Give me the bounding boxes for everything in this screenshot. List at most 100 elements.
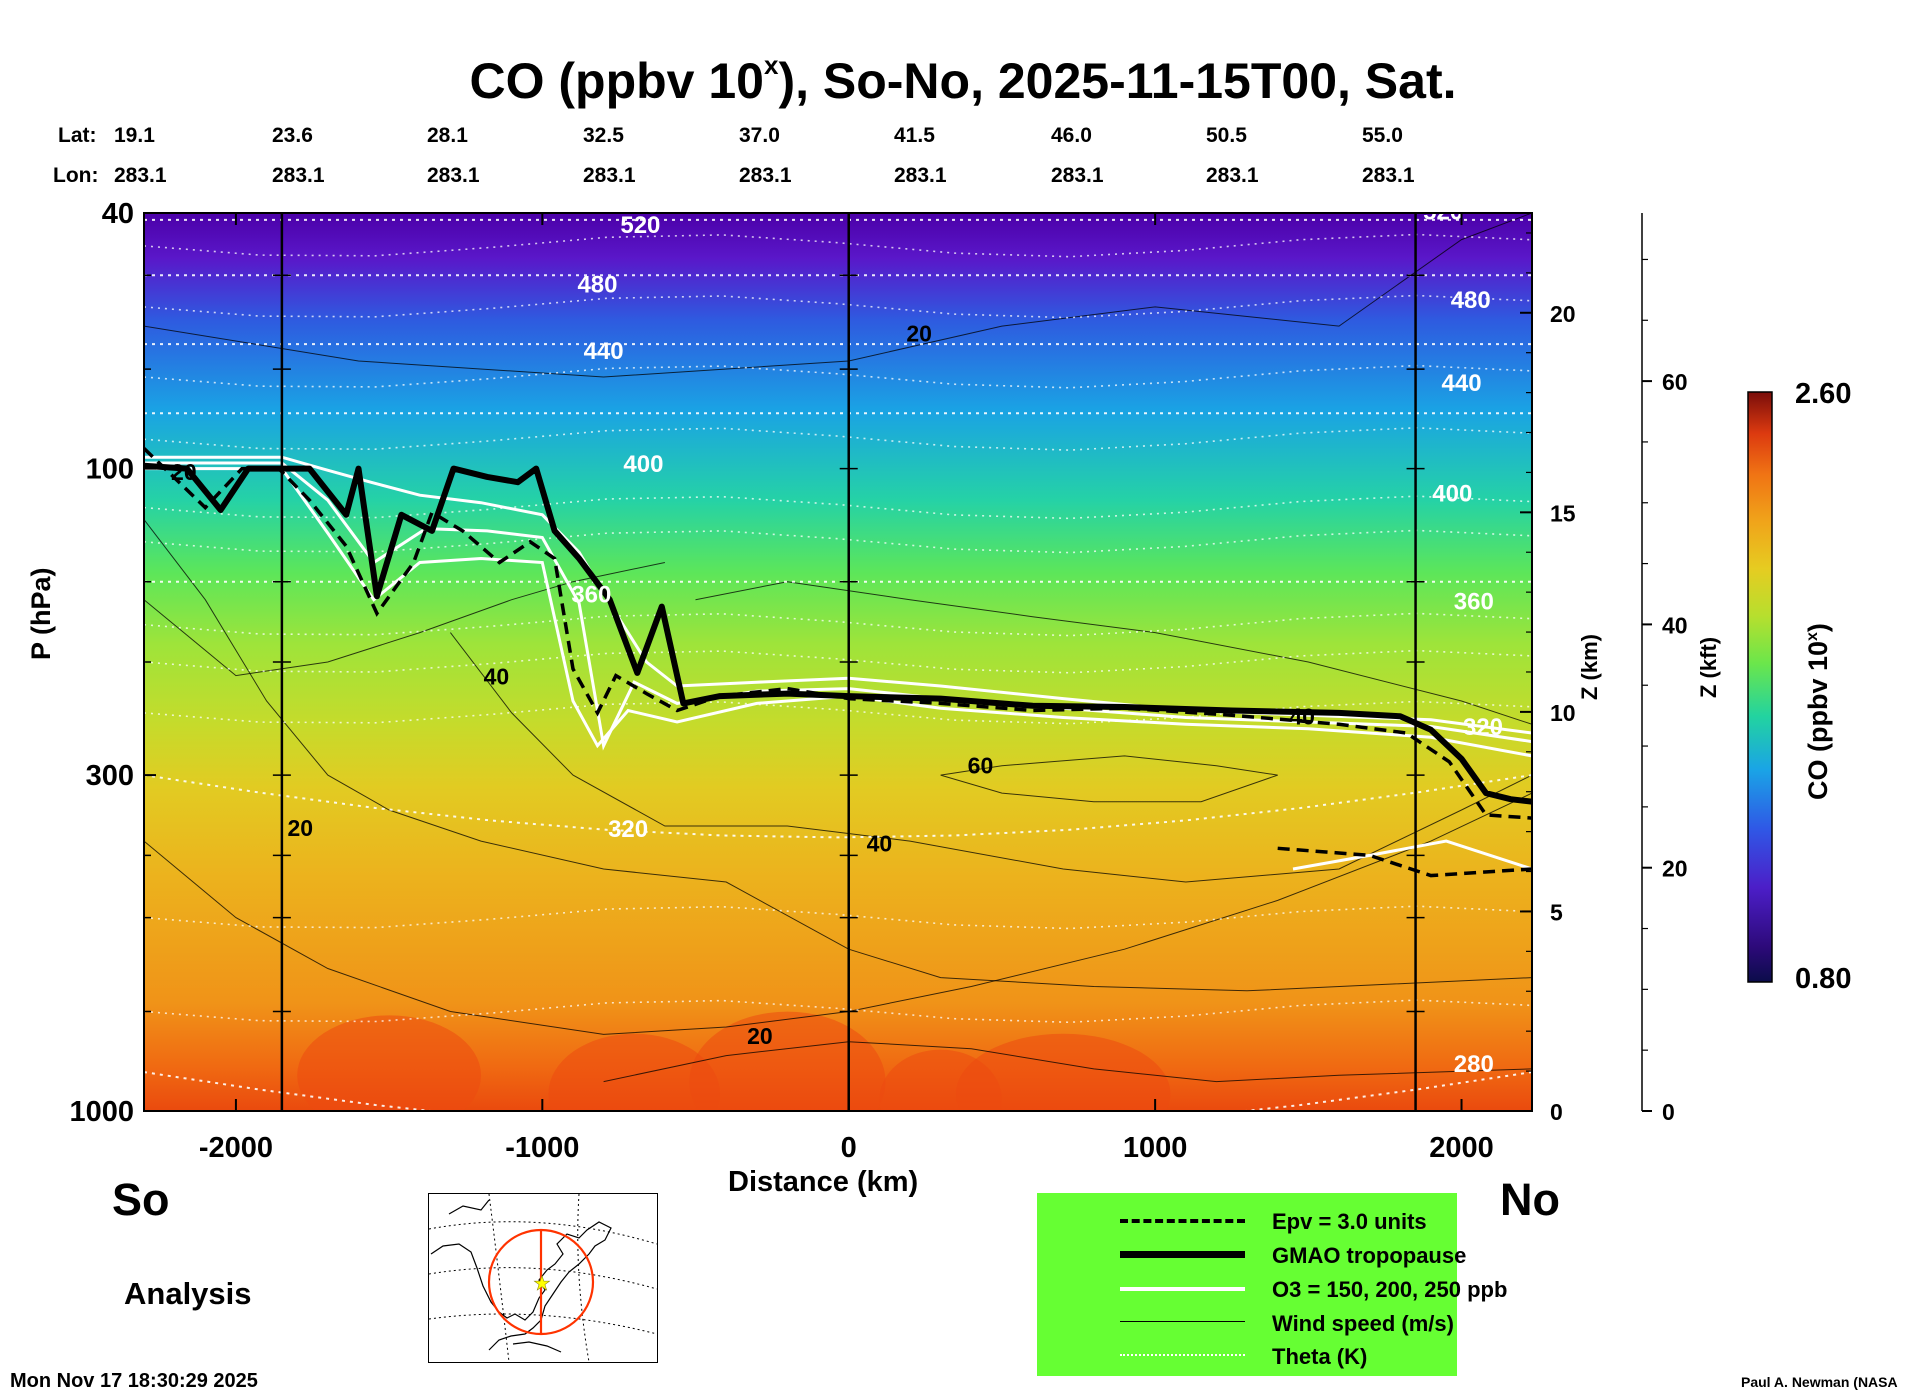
- co-patch: [297, 1015, 482, 1111]
- colorbar-max-label: 2.60: [1795, 378, 1852, 410]
- legend-item: Theta (K): [1082, 1344, 1452, 1369]
- theta-label: 480: [577, 272, 617, 299]
- lat-value: 32.5: [583, 124, 624, 147]
- coastline: [430, 1199, 612, 1353]
- center-star-icon: ★: [533, 1271, 551, 1295]
- legend-item: O3 = 150, 200, 250 ppb: [1082, 1277, 1507, 1302]
- chart-title: CO (ppbv 10x), So-No, 2025-11-15T00, Sat…: [469, 50, 1457, 109]
- wind-label: 20: [906, 320, 932, 346]
- wind-contour: [144, 792, 1532, 1035]
- zkm-tick-label: 5: [1550, 899, 1563, 925]
- lon-value: 283.1: [1051, 164, 1104, 187]
- theta-line: [144, 233, 1532, 258]
- zkm-tick-label: 20: [1550, 301, 1576, 327]
- x-tick-label: 1000: [1123, 1132, 1188, 1164]
- co-boundary-layer-patches: [297, 1011, 1171, 1111]
- wind-speed-contours: [144, 213, 1532, 1083]
- theta-contours: [144, 218, 1532, 1111]
- theta-label: 360: [1454, 589, 1494, 616]
- wind-label: 40: [1289, 704, 1315, 730]
- x-tick-label: -1000: [505, 1132, 579, 1164]
- legend-label: O3 = 150, 200, 250 ppb: [1272, 1277, 1508, 1302]
- x-tick-label: 0: [841, 1132, 857, 1164]
- tropopause-thick-line: [144, 462, 1532, 805]
- co-patch: [548, 1033, 721, 1111]
- theta-line: [144, 1071, 1532, 1111]
- y-tick-label: 40: [102, 198, 134, 230]
- lat-label: Lat:: [58, 124, 97, 147]
- lon-value: 283.1: [1362, 164, 1415, 187]
- north-label: No: [1500, 1174, 1560, 1225]
- timestamp: Mon Nov 17 18:30:29 2025: [10, 1370, 258, 1392]
- legend-sample-dashed: [1120, 1219, 1245, 1223]
- legend-item: Wind speed (m/s): [1082, 1311, 1454, 1336]
- axes: -2000 -1000 0 1000 2000100030010040051015200…: [69, 198, 1687, 1164]
- wind-contour: [940, 755, 1278, 803]
- wind-contour: [144, 213, 1532, 378]
- lon-value: 283.1: [894, 164, 947, 187]
- y-axis-title: P (hPa): [26, 567, 56, 660]
- lon-value: 283.1: [114, 164, 167, 187]
- plot-area: 520 480 440 400 360 320 520 480 440 400 360 320 280 2…: [144, 213, 1532, 1111]
- x-axis-title: Distance (km): [728, 1166, 919, 1198]
- lon-value: 283.1: [427, 164, 480, 187]
- y-tick-label: 1000: [69, 1096, 134, 1128]
- epv-contour: [144, 447, 1532, 878]
- wind-label: 20: [287, 815, 313, 841]
- colorbar: [1747, 391, 1773, 983]
- contour-labels: 520 480 440 400 360 320 520 480 440 400 360 320 280 2…: [171, 213, 1503, 1078]
- x-tick-label: 2000: [1429, 1132, 1494, 1164]
- lat-value: 23.6: [272, 124, 313, 147]
- credit: Paul A. Newman (NASA: [1741, 1374, 1898, 1390]
- theta-line: [144, 426, 1532, 451]
- theta-label: 400: [1432, 481, 1472, 508]
- epv-dashed-line: [144, 447, 1532, 820]
- tropopause-line: [144, 462, 1532, 805]
- theta-line: [144, 529, 1532, 554]
- location-map: ★: [428, 1193, 658, 1363]
- theta-label: 440: [1442, 370, 1482, 397]
- co-field: [144, 213, 1532, 1111]
- lat-value: 28.1: [427, 124, 468, 147]
- legend-label: Wind speed (m/s): [1272, 1311, 1454, 1336]
- wind-contour: [144, 562, 666, 677]
- legend-sample-white: [1120, 1287, 1245, 1291]
- legend-label: Epv = 3.0 units: [1272, 1209, 1427, 1234]
- zkm-tick-label: 10: [1550, 700, 1576, 726]
- colorbar-min-label: 0.80: [1795, 963, 1852, 995]
- legend-sample-thick: [1120, 1251, 1245, 1258]
- wind-label: 20: [747, 1023, 773, 1049]
- zkft-tick-label: 20: [1662, 856, 1688, 882]
- analysis-label: Analysis: [124, 1276, 252, 1311]
- wind-contour: [603, 1041, 1532, 1083]
- theta-label: 360: [571, 582, 611, 609]
- zkft-tick-label: 40: [1662, 612, 1688, 638]
- wind-contour: [144, 519, 1532, 992]
- lat-value: 50.5: [1206, 124, 1247, 147]
- legend-sample-thin: [1120, 1321, 1245, 1322]
- lon-label: Lon:: [53, 164, 99, 187]
- theta-line: [144, 774, 1532, 839]
- theta-line: [144, 612, 1532, 637]
- lon-value: 283.1: [583, 164, 636, 187]
- y-tick-label: 300: [86, 760, 134, 792]
- legend-item: GMAO tropopause: [1082, 1243, 1466, 1268]
- co-patch: [689, 1011, 886, 1111]
- co-patch: [955, 1033, 1171, 1111]
- wind-label: 20: [171, 459, 197, 485]
- theta-line: [144, 364, 1532, 389]
- zkft-tick-label: 60: [1662, 369, 1688, 395]
- lon-value: 283.1: [739, 164, 792, 187]
- theta-label: 400: [623, 451, 663, 478]
- theta-label: 320: [1463, 714, 1503, 741]
- lat-value: 41.5: [894, 124, 935, 147]
- x-tick-label: -2000: [199, 1132, 273, 1164]
- zkm-tick-label: 0: [1550, 1099, 1563, 1125]
- y-tick-label: 100: [86, 454, 134, 486]
- vertical-reference-lines: [272, 213, 1425, 1111]
- theta-line: [144, 294, 1532, 319]
- colorbar-title: CO (ppbv 10x): [1803, 623, 1833, 800]
- legend-item: Epv = 3.0 units: [1082, 1209, 1452, 1234]
- map-gridlines: [428, 1193, 658, 1363]
- theta-label: 320: [608, 816, 648, 843]
